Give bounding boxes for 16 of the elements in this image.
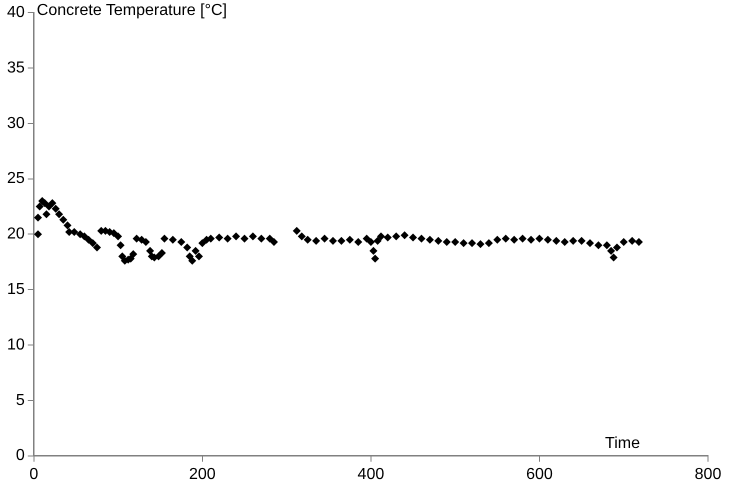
- y-axis-title: Concrete Temperature [°C]: [36, 2, 227, 20]
- y-tick-label: 15: [7, 281, 25, 298]
- y-tick-label: 0: [16, 447, 25, 464]
- y-tick-label: 20: [7, 226, 25, 243]
- y-tick-label: 5: [16, 392, 25, 409]
- x-tick-label: 200: [188, 466, 216, 483]
- y-tick-label: 35: [7, 59, 25, 76]
- y-tick-label: 25: [7, 170, 25, 188]
- y-tick-label: 30: [7, 114, 25, 132]
- x-tick-label: 800: [694, 466, 722, 483]
- x-tick-label: 0: [29, 466, 38, 483]
- y-tick-label: 10: [7, 336, 25, 354]
- y-tick-label: 40: [7, 4, 25, 22]
- x-tick-label: 600: [526, 466, 553, 483]
- x-tick-label: 400: [358, 466, 384, 483]
- x-axis-title: Time: [605, 435, 640, 452]
